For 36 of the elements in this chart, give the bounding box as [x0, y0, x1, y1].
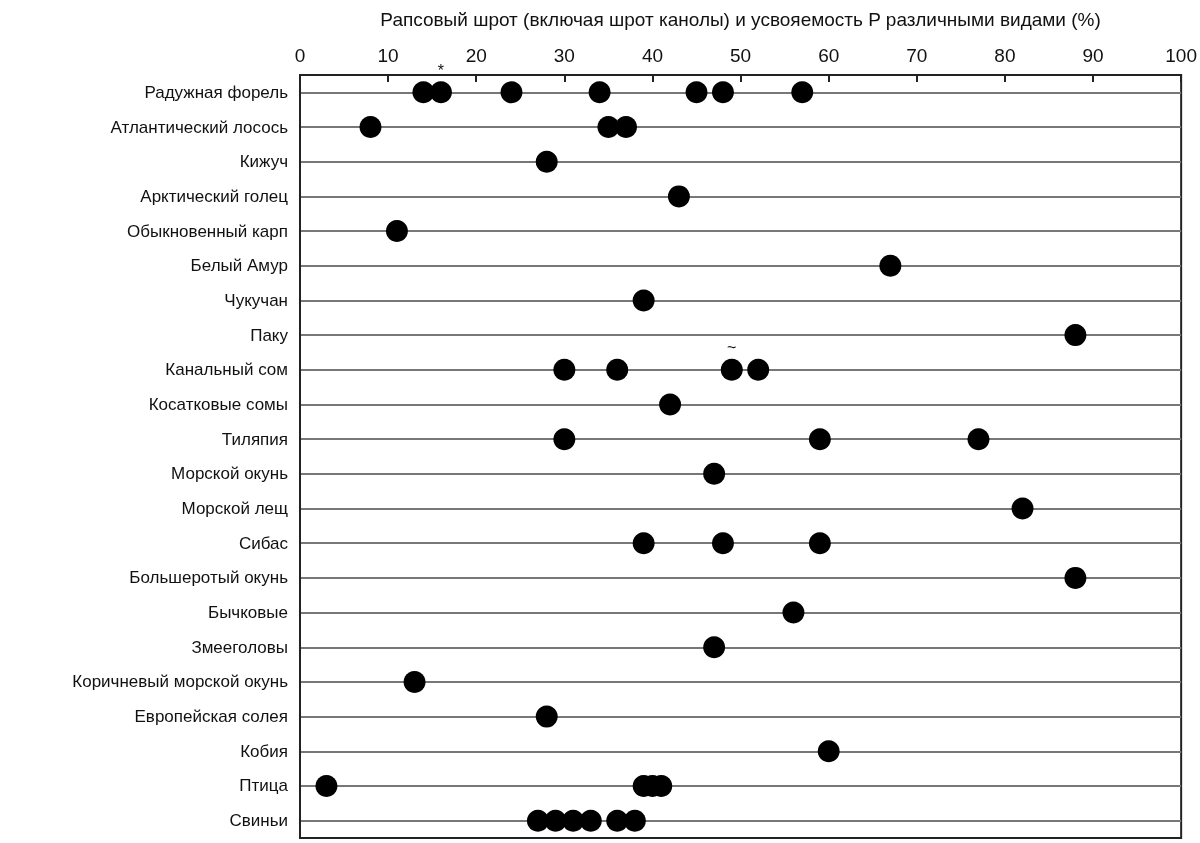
y-tick-label: Канальный сом	[165, 360, 288, 380]
y-tick-label: Паку	[250, 325, 289, 345]
x-tick-label: 60	[818, 45, 840, 66]
y-tick-label: Бычковые	[207, 603, 288, 623]
x-tick-label: 20	[465, 45, 487, 66]
y-tick-label: Белый Амур	[190, 256, 288, 276]
y-tick-label: Европейская солея	[134, 707, 288, 727]
y-tick-label: Сибас	[238, 533, 289, 553]
y-tick-label: Коричневый морской окунь	[72, 672, 289, 692]
y-tick-label: Кобия	[240, 741, 288, 761]
x-tick-label: 90	[1082, 45, 1104, 66]
y-tick-label: Морской лещ	[181, 499, 288, 519]
x-tick-label: 50	[730, 45, 752, 66]
x-tick-label: 100	[1165, 45, 1197, 66]
y-tick-label: Свиньи	[229, 811, 288, 831]
x-tick-label: 30	[553, 45, 575, 66]
y-tick-label: Обыкновенный карп	[127, 221, 288, 241]
annotation: *	[437, 61, 445, 79]
y-tick-label: Атлантический лосось	[110, 117, 289, 137]
x-tick-label: 0	[294, 45, 306, 66]
y-tick-label: Морской окунь	[171, 464, 289, 484]
x-tick-label: 80	[994, 45, 1016, 66]
x-tick-label: 10	[377, 45, 399, 66]
y-tick-label: Чукучан	[224, 290, 288, 310]
y-tick-label: Птица	[239, 776, 289, 796]
y-tick-label: Тиляпия	[221, 429, 288, 449]
y-tick-label: Косатковые сомы	[148, 394, 288, 414]
x-tick-label: 70	[906, 45, 928, 66]
y-tick-label: Большеротый окунь	[129, 568, 289, 588]
y-tick-label: Кижуч	[239, 152, 288, 172]
y-tick-label: Змееголовы	[191, 637, 288, 657]
x-axis-title: Рапсовый шрот (включая шрот канолы) и усвояемость P различными видами (%)	[380, 9, 1101, 30]
annotation: ~	[727, 339, 737, 357]
y-tick-label: Арктический голец	[140, 186, 289, 206]
y-tick-label: Радужная форель	[144, 82, 289, 102]
x-tick-label: 40	[641, 45, 664, 66]
